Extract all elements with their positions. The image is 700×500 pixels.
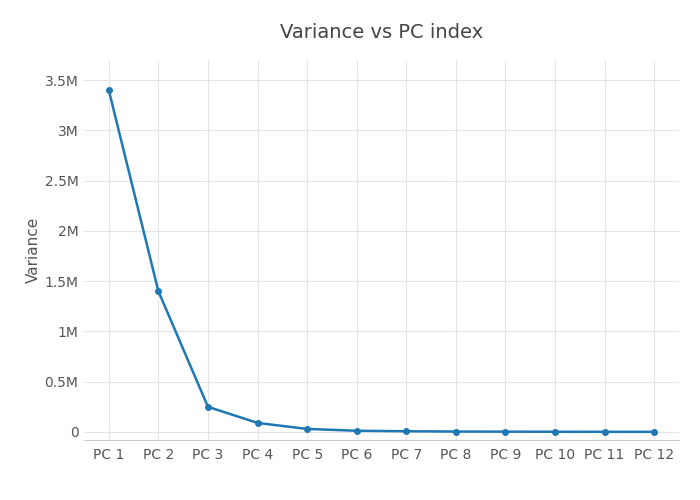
Title: Variance vs PC index: Variance vs PC index [280, 23, 483, 42]
Y-axis label: Variance: Variance [26, 217, 41, 283]
